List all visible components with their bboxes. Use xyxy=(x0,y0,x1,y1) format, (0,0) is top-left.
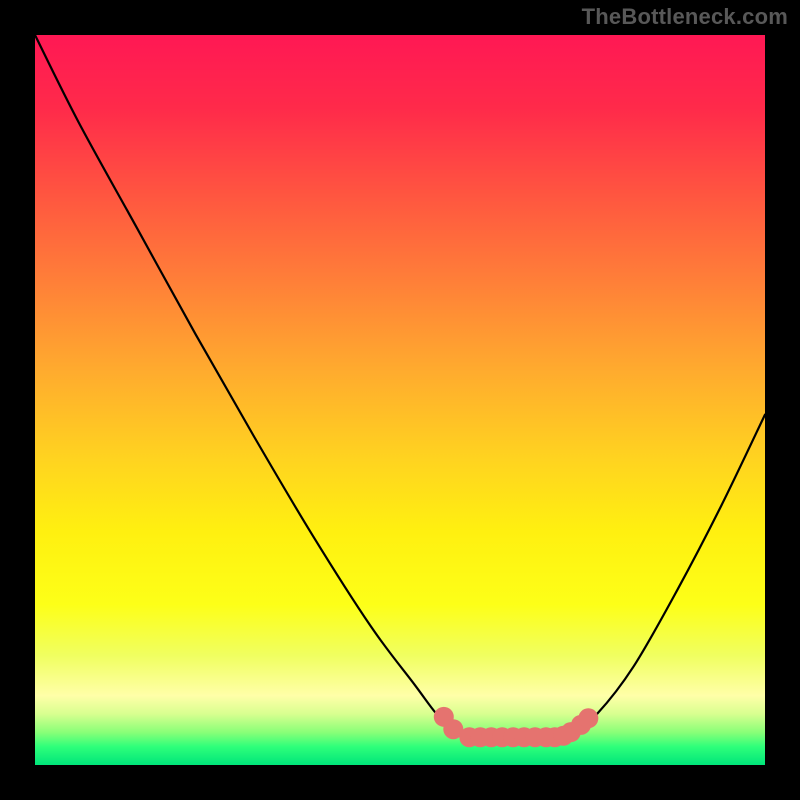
chart-container: TheBottleneck.com xyxy=(0,0,800,800)
bottleneck-chart xyxy=(0,0,800,800)
gradient-background xyxy=(35,35,765,765)
marker-dot xyxy=(578,708,598,728)
